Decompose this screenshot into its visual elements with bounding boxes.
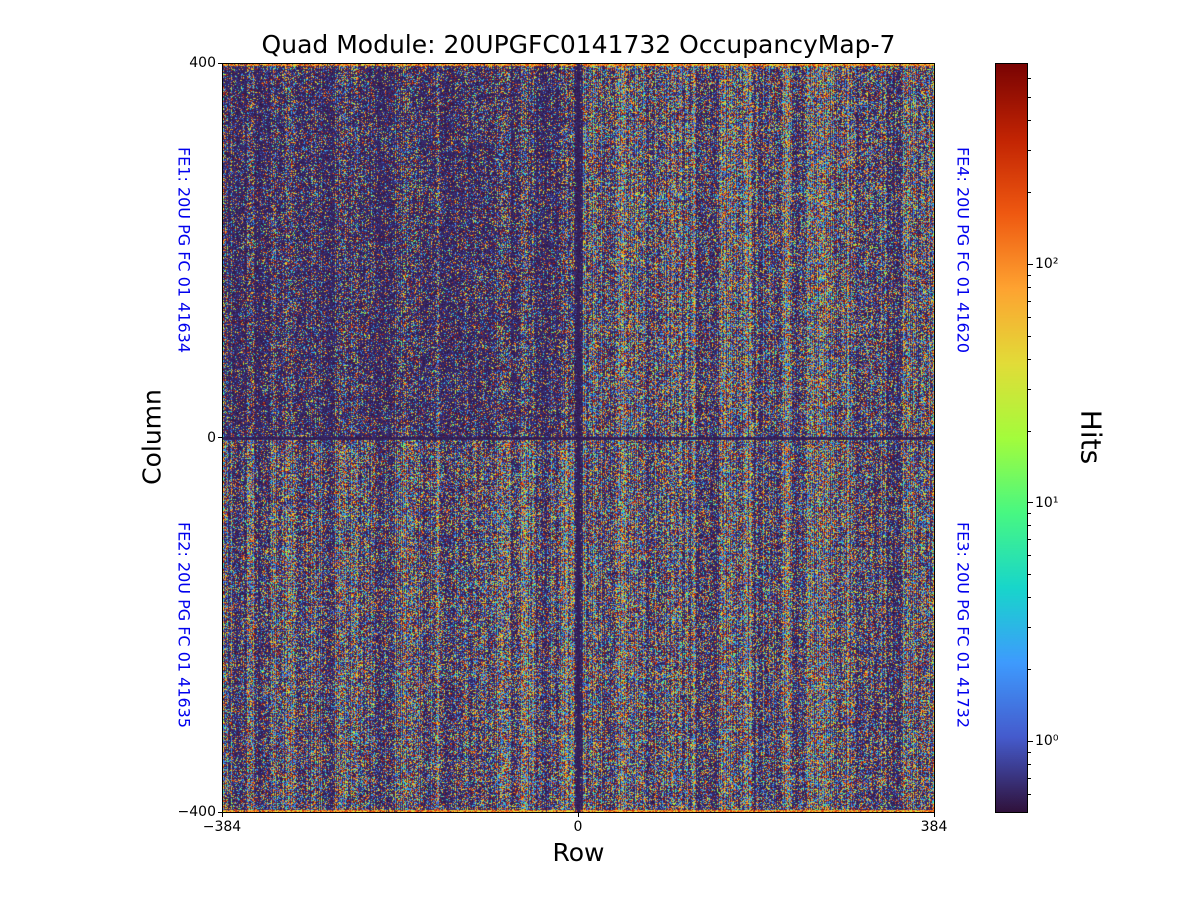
x-tick-mark	[933, 813, 935, 817]
colorbar-minor-tick-mark	[1028, 793, 1031, 795]
colorbar-tick-mark	[1028, 263, 1033, 265]
colorbar-minor-tick-mark	[1028, 358, 1031, 360]
colorbar-tick-label: 10¹	[1035, 494, 1059, 511]
x-tick-label: 384	[920, 819, 948, 835]
fe4-label: FE4: 20U PG FC 01 41620	[953, 146, 973, 354]
y-tick-mark	[218, 811, 222, 813]
fe1-label: FE1: 20U PG FC 01 41634	[174, 146, 194, 354]
colorbar-minor-tick-mark	[1028, 287, 1031, 289]
x-tick-label: −384	[202, 819, 242, 835]
plot-area	[222, 63, 935, 813]
colorbar-minor-tick-mark	[1028, 668, 1031, 670]
x-tick-mark	[577, 813, 579, 817]
colorbar-minor-tick-mark	[1028, 626, 1031, 628]
y-tick-label: 0	[207, 429, 216, 446]
y-tick-mark	[218, 437, 222, 438]
y-tick-mark	[218, 62, 222, 64]
y-tick-label: −400	[177, 804, 216, 820]
heatmap-canvas	[223, 64, 934, 812]
colorbar-minor-tick-mark	[1028, 525, 1031, 527]
chart-title: Quad Module: 20UPGFC0141732 OccupancyMap…	[261, 30, 896, 59]
colorbar-minor-tick-mark	[1028, 78, 1031, 80]
fe3-label: FE3: 20U PG FC 01 41732	[953, 521, 973, 729]
colorbar-minor-tick-mark	[1028, 300, 1031, 302]
colorbar	[995, 63, 1028, 813]
colorbar-minor-tick-mark	[1028, 120, 1031, 122]
colorbar-minor-tick-mark	[1028, 388, 1031, 390]
colorbar-minor-tick-mark	[1028, 763, 1031, 765]
colorbar-minor-tick-mark	[1028, 513, 1031, 515]
colorbar-minor-tick-mark	[1028, 97, 1031, 99]
colorbar-tick-mark	[1028, 502, 1033, 504]
colorbar-tick-label: 10²	[1035, 256, 1059, 273]
colorbar-gradient-canvas	[996, 64, 1027, 812]
colorbar-minor-tick-mark	[1028, 192, 1031, 194]
colorbar-minor-tick-mark	[1028, 539, 1031, 541]
colorbar-tick-mark	[1028, 740, 1033, 742]
colorbar-minor-tick-mark	[1028, 751, 1031, 753]
x-tick-mark	[221, 813, 223, 817]
colorbar-minor-tick-mark	[1028, 597, 1031, 599]
colorbar-minor-tick-mark	[1028, 777, 1031, 779]
colorbar-minor-tick-mark	[1028, 150, 1031, 152]
colorbar-minor-tick-mark	[1028, 335, 1031, 337]
x-tick-label: 0	[573, 819, 583, 835]
colorbar-minor-tick-mark	[1028, 274, 1031, 276]
x-axis-label: Row	[552, 838, 605, 867]
colorbar-minor-tick-mark	[1028, 430, 1031, 432]
colorbar-minor-tick-mark	[1028, 555, 1031, 557]
colorbar-tick-label: 10⁰	[1035, 733, 1059, 750]
fe2-label: FE2: 20U PG FC 01 41635	[174, 521, 194, 729]
colorbar-label: Hits	[1074, 409, 1108, 465]
colorbar-minor-tick-mark	[1028, 574, 1031, 576]
y-tick-label: 400	[189, 55, 216, 71]
colorbar-minor-tick-mark	[1028, 316, 1031, 318]
